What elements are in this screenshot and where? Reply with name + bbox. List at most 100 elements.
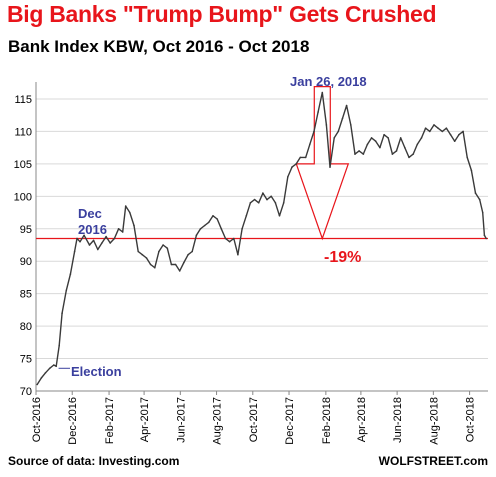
data-point-106 <box>470 169 473 172</box>
data-point-69 <box>317 111 319 113</box>
data-point-7 <box>61 312 63 314</box>
data-point-78 <box>354 153 356 155</box>
x-tick-label-Oct-2017: Oct-2017 <box>248 397 260 442</box>
y-tick-label-105: 105 <box>14 159 32 171</box>
data-point-105 <box>466 156 469 159</box>
data-point-13 <box>83 234 85 237</box>
data-point-8 <box>65 289 68 292</box>
data-point-50 <box>237 253 239 256</box>
data-point-108 <box>478 198 481 201</box>
data-point-56 <box>262 192 264 194</box>
data-point-49 <box>233 237 235 240</box>
data-point-72 <box>329 166 331 168</box>
x-tick-label-Apr-2017: Apr-2017 <box>139 397 151 442</box>
data-point-71 <box>325 124 328 126</box>
data-point-81 <box>366 143 369 146</box>
data-point-25 <box>133 224 135 227</box>
y-tick-label-85: 85 <box>20 289 32 301</box>
x-tick-label-Oct-2018: Oct-2018 <box>465 397 477 442</box>
data-point-100 <box>445 127 448 129</box>
data-point-101 <box>449 133 452 136</box>
y-tick-label-95: 95 <box>20 224 32 236</box>
data-point-42 <box>203 224 206 227</box>
data-point-39 <box>191 250 193 253</box>
data-point-57 <box>266 198 268 201</box>
y-tick-label-115: 115 <box>14 94 32 106</box>
data-point-86 <box>387 137 390 139</box>
data-point-90 <box>404 146 406 149</box>
data-point-2 <box>44 372 47 374</box>
gridlines <box>36 98 488 392</box>
data-point-30 <box>154 266 156 269</box>
data-point-21 <box>117 228 120 230</box>
data-point-43 <box>208 221 210 224</box>
x-tick-label-Aug-2017: Aug-2017 <box>212 397 224 445</box>
chart-subtitle: Bank Index KBW, Oct 2016 - Oct 2018 <box>8 37 310 56</box>
data-point-109 <box>481 211 484 214</box>
data-point-93 <box>416 143 419 146</box>
data-point-46 <box>220 228 223 230</box>
x-tick-label-Feb-2018: Feb-2018 <box>321 397 333 444</box>
data-point-91 <box>408 156 410 159</box>
x-tick-label-Dec-2017: Dec-2017 <box>284 397 296 445</box>
data-point-85 <box>383 133 385 136</box>
series-line-0 <box>36 91 487 385</box>
peak-date-label: Jan 26, 2018 <box>290 74 367 89</box>
election-label: Election <box>71 364 122 379</box>
data-point-23 <box>124 205 127 207</box>
data-point-38 <box>187 253 189 256</box>
data-point-61 <box>282 202 285 204</box>
data-point-12 <box>79 240 81 243</box>
site-credit: WOLFSTREET.com <box>378 454 488 468</box>
x-tick-label-Jun-2018: Jun-2018 <box>392 397 404 443</box>
data-point-110 <box>483 234 486 237</box>
y-tick-label-100: 100 <box>14 191 32 203</box>
data-point-59 <box>274 202 277 204</box>
chart-title: Big Banks "Trump Bump" Gets Crushed <box>7 1 437 27</box>
data-point-20 <box>113 237 116 240</box>
data-point-24 <box>129 211 131 214</box>
data-point-5 <box>55 365 57 368</box>
data-point-54 <box>253 198 256 201</box>
decline-arrow <box>295 86 350 241</box>
x-tick-label-Dec-2016: Dec-2016 <box>67 397 79 445</box>
data-point-18 <box>105 235 107 238</box>
data-point-58 <box>270 195 273 198</box>
data-point-62 <box>287 176 289 178</box>
data-point-94 <box>420 137 423 139</box>
data-point-103 <box>458 133 460 136</box>
data-point-15 <box>92 239 95 242</box>
data-point-83 <box>374 140 377 142</box>
y-tick-label-70: 70 <box>20 386 32 398</box>
data-point-48 <box>228 240 231 243</box>
data-point-33 <box>166 247 169 249</box>
data-point-65 <box>299 156 302 159</box>
data-point-53 <box>249 202 252 204</box>
data-point-107 <box>474 192 477 194</box>
x-tick-label-Apr-2018: Apr-2018 <box>356 397 368 442</box>
data-point-0 <box>36 383 38 386</box>
data-point-89 <box>399 137 402 139</box>
data-point-28 <box>145 257 148 259</box>
data-point-66 <box>304 156 307 159</box>
data-point-10 <box>73 250 76 253</box>
data-point-1 <box>40 377 43 379</box>
data-point-22 <box>121 231 124 233</box>
data-point-32 <box>162 244 164 246</box>
data-point-27 <box>141 253 144 256</box>
data-point-92 <box>412 153 415 155</box>
data-point-3 <box>48 367 51 370</box>
annotation-labels: Election Dec 2016 Jan 26, 2018 -19% <box>71 74 367 379</box>
data-point-29 <box>149 263 152 266</box>
x-tick-label-Aug-2018: Aug-2018 <box>428 397 440 445</box>
data-point-26 <box>137 250 139 253</box>
x-tick-label-Feb-2017: Feb-2017 <box>104 397 116 444</box>
decline-percent-label: -19% <box>324 249 361 266</box>
data-point-95 <box>424 127 427 129</box>
data-point-80 <box>362 153 365 155</box>
data-point-96 <box>429 130 431 133</box>
data-point-87 <box>391 153 394 155</box>
data-point-16 <box>97 248 99 251</box>
data-point-68 <box>313 130 315 133</box>
